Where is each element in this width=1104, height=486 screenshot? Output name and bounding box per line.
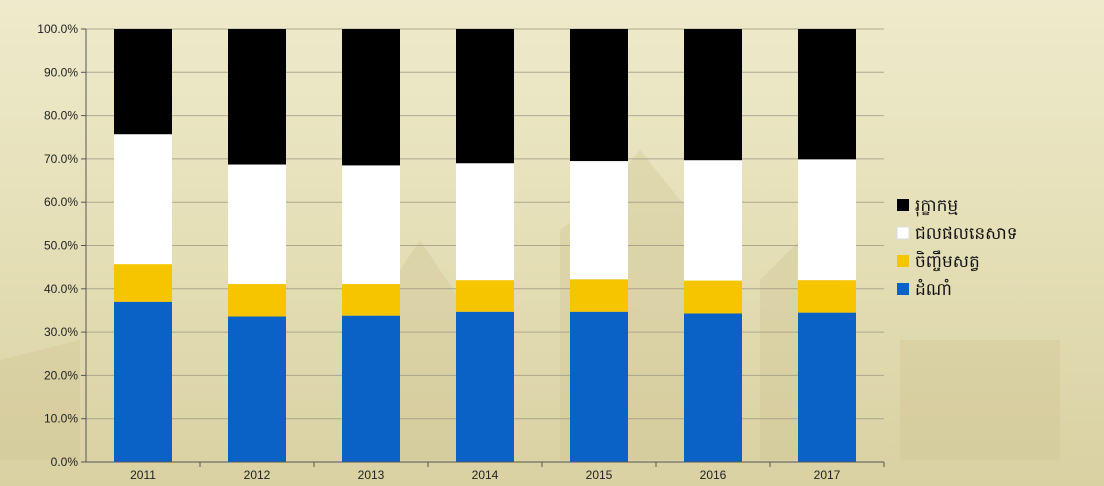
y-tick-label: 50.0% <box>44 239 78 253</box>
x-tick-label: 2017 <box>814 468 841 482</box>
bar-segment <box>456 311 514 462</box>
bar-segment <box>114 264 172 302</box>
bar-segment <box>684 160 742 281</box>
bar-segment <box>570 279 628 312</box>
y-tick-label: 0.0% <box>51 455 79 469</box>
x-tick-label: 2015 <box>586 468 613 482</box>
y-tick-label: 10.0% <box>44 412 78 426</box>
x-tick-label: 2012 <box>244 468 271 482</box>
bar-segment <box>570 311 628 462</box>
bar-segment <box>684 313 742 462</box>
bar-segment <box>456 163 514 281</box>
bar-segment <box>228 316 286 462</box>
legend-label: ចិញ្ចឹមសត្វ <box>915 250 980 272</box>
bar-segment <box>342 284 400 316</box>
bar-segment <box>114 29 172 135</box>
bar-segment <box>114 134 172 265</box>
legend-swatch <box>897 199 909 211</box>
y-tick-label: 100.0% <box>37 22 78 36</box>
bar-segment <box>570 161 628 280</box>
legend-swatch <box>897 283 909 295</box>
legend-label: ដំណាំ <box>915 278 952 300</box>
bar-segment <box>684 280 742 314</box>
y-tick-label: 80.0% <box>44 109 78 123</box>
bar-segment <box>456 280 514 312</box>
bar-segment <box>456 29 514 164</box>
x-tick-label: 2014 <box>472 468 499 482</box>
background-temple-shape <box>900 340 1060 460</box>
y-tick-label: 30.0% <box>44 325 78 339</box>
bars-layer <box>114 29 856 462</box>
bar-segment <box>570 29 628 162</box>
x-tick-label: 2013 <box>358 468 385 482</box>
y-tick-label: 90.0% <box>44 65 78 79</box>
legend-swatch <box>897 255 909 267</box>
x-tick-label: 2011 <box>130 468 156 482</box>
bar-segment <box>114 301 172 462</box>
legend-label: រុក្ខាកម្ម <box>915 196 958 217</box>
bar-segment <box>228 164 286 285</box>
bar-segment <box>342 165 400 285</box>
bar-segment <box>684 29 742 161</box>
legend-swatch <box>896 226 910 240</box>
y-tick-label: 60.0% <box>44 195 78 209</box>
x-tick-label: 2016 <box>700 468 727 482</box>
bar-segment <box>798 312 856 462</box>
axes: 0.0% 10.0% 20.0% 30.0% 40.0% 50.0% 60.0% 70.0% 8… <box>37 22 885 482</box>
bar-segment <box>798 280 856 313</box>
y-tick-label: 20.0% <box>44 368 78 382</box>
y-tick-label: 40.0% <box>44 282 78 296</box>
bar-segment <box>342 315 400 462</box>
background-temple-shape <box>0 340 80 460</box>
bar-segment <box>342 29 400 166</box>
bar-segment <box>798 159 856 281</box>
legend-label: ជលផលនេសាទ <box>915 224 1018 244</box>
bar-segment <box>228 29 286 165</box>
bar-segment <box>228 284 286 317</box>
y-tick-label: 70.0% <box>44 152 78 166</box>
bar-segment <box>798 29 856 160</box>
